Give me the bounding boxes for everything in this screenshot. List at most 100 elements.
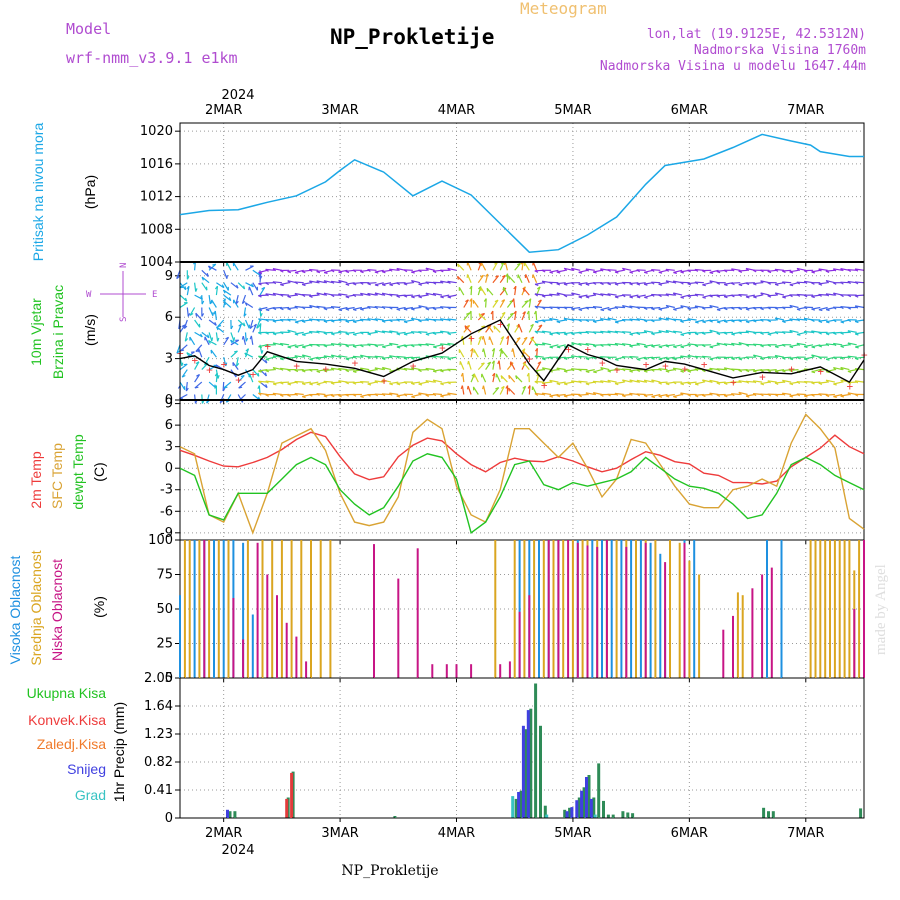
wind-arrow-head xyxy=(665,358,670,361)
wind-arrow-head xyxy=(439,343,444,347)
y-tick-label: 1004 xyxy=(140,255,173,270)
wind-arrow-head xyxy=(309,280,313,284)
wind-arrow-head xyxy=(184,297,188,302)
wind-arrow xyxy=(447,392,457,396)
y-tick-label: 75 xyxy=(156,568,173,583)
wind-arrow-head xyxy=(585,331,590,335)
wind-arrow-head xyxy=(840,357,844,360)
wind-arrow-head xyxy=(665,345,670,348)
wind-arrow-head xyxy=(440,296,444,299)
wind-arrow-head xyxy=(183,363,188,366)
wind-arrow xyxy=(855,305,865,309)
wind-arrow-head xyxy=(803,270,808,273)
wind-arrow-head xyxy=(521,348,526,352)
precip-bar-snow xyxy=(589,798,593,818)
wind-arrow-head xyxy=(694,394,699,398)
wind-arrow xyxy=(571,306,581,310)
wind-arrow xyxy=(512,348,516,358)
wind-arrow-head xyxy=(316,393,320,397)
wind-arrow xyxy=(258,380,268,383)
wind-arrow xyxy=(622,343,632,346)
y-tick-label: 9 xyxy=(165,269,173,284)
wind-arrow xyxy=(447,267,457,271)
precip-bar-precip_total xyxy=(771,811,775,818)
wind-arrow xyxy=(194,319,201,328)
wind-arrow xyxy=(486,287,494,296)
wind-arrow-head xyxy=(500,336,505,340)
wind-arrow xyxy=(201,331,210,339)
wind-arrow-head xyxy=(563,370,568,373)
x-tick-label-bottom: 6MAR xyxy=(671,826,708,841)
wind-arrow-head xyxy=(481,325,485,328)
wind-arrow xyxy=(818,306,828,311)
wind-arrow xyxy=(208,339,217,346)
wind-arrow-head xyxy=(811,319,815,323)
wind-arrow-head xyxy=(672,280,677,284)
wind-arrow xyxy=(331,280,341,284)
precip-bar-precip_total xyxy=(543,805,547,818)
wind-arrow xyxy=(513,298,516,308)
wind-arrow xyxy=(338,279,348,284)
cloud-bar-mid_cloud xyxy=(741,595,744,678)
cloud-bar-low_cloud xyxy=(256,542,259,678)
wind-arrow xyxy=(522,350,530,358)
wind-arrow-head xyxy=(487,361,491,365)
wind-arrow xyxy=(847,342,857,346)
wind-arrow-head xyxy=(464,325,467,330)
wind-arrow xyxy=(702,355,712,358)
precip-bar-snow xyxy=(580,790,584,818)
wind-arrow-head xyxy=(352,355,357,359)
wind-arrow-head xyxy=(621,281,626,285)
wind-arrow-head xyxy=(680,346,685,349)
wind-arrow-head xyxy=(847,281,851,285)
wind-arrow-head xyxy=(855,346,859,349)
wind-arrow xyxy=(760,381,770,385)
wind-arrow xyxy=(840,356,850,359)
wind-arrow-head xyxy=(789,357,794,361)
wind-arrow-head xyxy=(600,293,604,297)
wind-arrow xyxy=(186,286,190,296)
wind-arrow-head xyxy=(480,274,484,278)
wind-arrow-head xyxy=(330,320,335,323)
wind-arrow-head xyxy=(752,269,757,273)
wind-arrow-head xyxy=(847,342,851,346)
wind-arrow-head xyxy=(695,321,699,324)
wind-arrow xyxy=(316,280,326,284)
wind-arrow-head xyxy=(360,395,364,398)
wind-arrow xyxy=(665,369,675,372)
wind-arrow-head xyxy=(294,333,299,336)
wind-arrow xyxy=(237,375,245,383)
precip-bar-precip_total xyxy=(762,807,766,818)
wind-arrow xyxy=(774,369,785,372)
wind-arrow-head xyxy=(465,299,469,303)
wind-arrow-head xyxy=(212,263,216,266)
wind-arrow-head xyxy=(694,355,699,359)
wind-arrow-head xyxy=(665,293,670,297)
wind-arrow-head xyxy=(522,311,526,315)
wind-arrow xyxy=(244,352,254,358)
wind-arrow xyxy=(331,343,341,346)
wind-arrow xyxy=(403,306,413,310)
wind-arrow-head xyxy=(249,325,254,330)
wind-arrow-head xyxy=(818,309,823,312)
wind-arrow xyxy=(492,275,499,284)
wind-arrow-head xyxy=(658,346,663,349)
wind-arrow xyxy=(230,332,235,342)
wind-arrow-head xyxy=(738,342,742,346)
wind-arrow-head xyxy=(432,281,437,285)
wind-arrow-head xyxy=(396,268,400,272)
wind-arrow-head xyxy=(272,333,277,336)
wind-gust-marker: + xyxy=(221,358,228,371)
wind-arrow-head xyxy=(206,273,209,277)
wind-arrow xyxy=(265,380,275,383)
wind-arrow-head xyxy=(556,367,560,371)
wind-arrow xyxy=(593,369,603,373)
wind-arrow-head xyxy=(811,354,815,358)
precip-legend: Ukupna Kisa Konvek.Kisa Zaledj.Kisa Snij… xyxy=(27,685,107,803)
wind-arrow-head xyxy=(509,312,514,316)
wind-arrow xyxy=(680,381,690,385)
wind-arrow xyxy=(753,343,763,346)
cloud-bar-low_cloud xyxy=(373,544,375,678)
wind-arrow xyxy=(501,349,508,358)
wind-arrow xyxy=(549,269,559,273)
